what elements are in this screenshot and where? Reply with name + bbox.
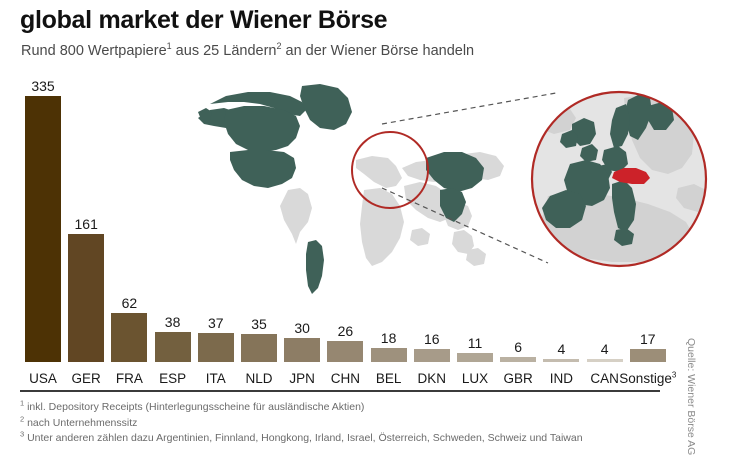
subtitle-text-2: aus 25 Ländern bbox=[171, 43, 277, 59]
bar-value-label: 4 bbox=[557, 340, 566, 357]
bar-category-label: DKN bbox=[417, 371, 447, 386]
bar-chart: 335 USA 161 GER 62 FRA 38 ESP 37 ITA 35 NLD 30 JPN 26 C… bbox=[25, 0, 676, 400]
bar-value-label: 26 bbox=[337, 323, 354, 340]
bar-category-label: USA bbox=[29, 371, 57, 386]
source-credit: Quelle: Wiener Börse AG bbox=[685, 338, 697, 455]
bar[interactable] bbox=[500, 357, 537, 362]
bar-group: 6 GBR bbox=[500, 0, 537, 400]
footnote-text: nach Unternehmenssitz bbox=[24, 416, 138, 429]
footnotes-block: 1 inkl. Depository Receipts (Hinterlegun… bbox=[20, 398, 680, 447]
europe-focus-circle bbox=[351, 131, 429, 209]
bar-value-label: 11 bbox=[467, 335, 483, 352]
bar-group: 17 Sonstige3 bbox=[619, 0, 676, 400]
bar-group: 16 DKN bbox=[413, 0, 450, 400]
footnote-text: inkl. Depository Receipts (Hinterlegungs… bbox=[24, 401, 365, 413]
bar-group: 62 FRA bbox=[111, 0, 148, 400]
bar-value-label: 16 bbox=[424, 331, 440, 348]
bar-group: 18 BEL bbox=[370, 0, 407, 400]
page-title: global market der Wiener Börse bbox=[20, 6, 388, 34]
subtitle-superscript-1: 1 bbox=[166, 41, 172, 52]
bar-group: 37 ITA bbox=[197, 0, 234, 400]
bar[interactable] bbox=[197, 332, 234, 362]
bar-group: 11 LUX bbox=[457, 0, 493, 400]
footnote: 3 Unter anderen zählen dazu Argentinien,… bbox=[20, 429, 680, 447]
bar[interactable] bbox=[68, 234, 105, 362]
bar-group: 35 NLD bbox=[241, 0, 277, 400]
bar-category-label: Sonstige3 bbox=[619, 370, 677, 386]
bar-category-label: JPN bbox=[289, 371, 315, 386]
bar-group: 4 CAN bbox=[586, 0, 623, 400]
subtitle-text-3: an der Wiener Börse handeln bbox=[281, 43, 475, 59]
bar-category-label: FRA bbox=[115, 371, 143, 386]
bar[interactable] bbox=[284, 338, 321, 362]
europe-inset-map bbox=[530, 90, 708, 268]
bar[interactable] bbox=[586, 358, 623, 362]
bar-category-label: ITA bbox=[205, 371, 226, 386]
connector-line-bottom bbox=[381, 187, 549, 264]
bar[interactable] bbox=[629, 348, 666, 362]
bar-category-label: ESP bbox=[159, 371, 187, 386]
bar-group: 26 CHN bbox=[327, 0, 364, 400]
connector-line-top bbox=[381, 92, 557, 125]
bar-category-label: NLD bbox=[245, 371, 273, 386]
world-map-highlighted-countries bbox=[198, 84, 484, 294]
footnote: 2 nach Unternehmenssitz bbox=[20, 414, 680, 432]
bar-category-label: CHN bbox=[330, 371, 361, 386]
bar[interactable] bbox=[457, 353, 493, 362]
footnote-marker: 1 bbox=[20, 398, 25, 408]
bar[interactable] bbox=[370, 347, 407, 362]
bar-label-superscript: 3 bbox=[671, 370, 677, 380]
chart-baseline-axis bbox=[20, 390, 660, 392]
footnote-marker: 2 bbox=[20, 414, 25, 423]
bar-category-label: LUX bbox=[461, 371, 489, 386]
bar-category-label: IND bbox=[549, 371, 574, 386]
bar[interactable] bbox=[154, 331, 191, 362]
bar-value-label: 17 bbox=[640, 330, 656, 347]
inset-border-circle bbox=[530, 90, 708, 268]
bar-value-label: 35 bbox=[251, 316, 267, 333]
bar-category-label: GER bbox=[71, 371, 101, 386]
bar-group: 335 USA bbox=[25, 0, 61, 400]
bar-value-label: 62 bbox=[121, 294, 138, 311]
page-subtitle: Rund 800 Wertpapiere1 aus 25 Ländern2 an… bbox=[21, 41, 475, 59]
bar[interactable] bbox=[413, 349, 450, 362]
bar[interactable] bbox=[327, 341, 364, 362]
bar-value-label: 38 bbox=[164, 313, 181, 330]
bar-group: 161 GER bbox=[68, 0, 105, 400]
bar-value-label: 335 bbox=[31, 78, 55, 94]
bar-category-label: CAN bbox=[590, 371, 619, 386]
world-map bbox=[198, 84, 504, 294]
bar-group: 4 IND bbox=[543, 0, 580, 400]
subtitle-superscript-2: 2 bbox=[276, 41, 282, 52]
footnote: 1 inkl. Depository Receipts (Hinterlegun… bbox=[20, 398, 680, 416]
bar[interactable] bbox=[25, 96, 61, 362]
map-connector-lines bbox=[381, 92, 557, 264]
bar-category-label: GBR bbox=[503, 371, 533, 386]
bar-value-label: 161 bbox=[74, 216, 98, 233]
bar-value-label: 18 bbox=[380, 329, 397, 346]
bar[interactable] bbox=[543, 358, 580, 362]
bar[interactable] bbox=[111, 312, 148, 362]
bar-value-label: 30 bbox=[294, 320, 310, 337]
inset-highlighted-countries bbox=[542, 94, 674, 246]
footnote-text: Unter anderen zählen dazu Argentinien, F… bbox=[24, 432, 583, 444]
bar[interactable] bbox=[241, 334, 277, 362]
bar-value-label: 6 bbox=[514, 339, 523, 356]
bar-value-label: 37 bbox=[208, 314, 224, 331]
footnote-marker: 3 bbox=[20, 429, 25, 439]
austria-highlight bbox=[612, 168, 650, 184]
bar-value-label: 4 bbox=[600, 340, 609, 357]
bar-group: 38 ESP bbox=[154, 0, 191, 400]
bar-category-label: BEL bbox=[375, 371, 402, 386]
bar-group: 30 JPN bbox=[284, 0, 321, 400]
subtitle-text-1: Rund 800 Wertpapiere bbox=[21, 43, 167, 59]
